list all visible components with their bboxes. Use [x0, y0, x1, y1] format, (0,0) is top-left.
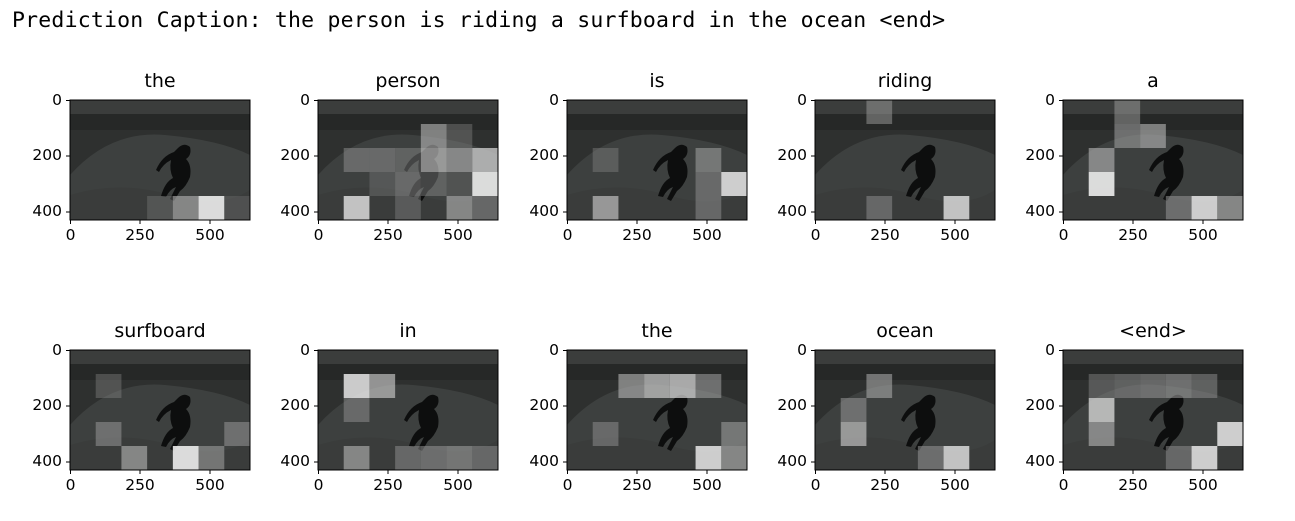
y-tick-label: 400	[529, 202, 559, 220]
attention-heatmap-image	[1059, 349, 1244, 474]
panel-word-title: riding	[877, 70, 933, 92]
y-tick-label: 0	[797, 90, 807, 109]
y-tick-label: 200	[32, 146, 62, 164]
panel-word-title: a	[1147, 70, 1159, 92]
attention-panel: the 0 200 400 0 250 500	[497, 320, 757, 494]
y-tick-label: 200	[529, 396, 559, 414]
x-tick-label: 0	[65, 226, 76, 244]
x-tick-label: 0	[313, 226, 324, 244]
attention-panel: is 0 200 400 0 250 500	[497, 70, 757, 244]
y-tick-label: 400	[280, 452, 310, 470]
attention-heatmap-image	[811, 99, 996, 224]
x-tick-label: 500	[1188, 476, 1218, 494]
x-tick-label: 250	[1118, 476, 1148, 494]
panel-word-title: is	[649, 70, 665, 92]
x-tick-label: 500	[692, 226, 722, 244]
attention-panel: person 0 200 400 0 250 500	[248, 70, 508, 244]
x-tick-label: 500	[443, 476, 473, 494]
y-tick-label: 0	[549, 340, 559, 359]
y-tick-label: 0	[300, 90, 310, 109]
y-tick-label: 400	[32, 202, 62, 220]
x-tick-label: 250	[870, 226, 900, 244]
y-tick-label: 0	[1045, 340, 1055, 359]
y-tick-label: 0	[52, 90, 62, 109]
attention-panel: a 0 200 400 0 250 500	[993, 70, 1253, 244]
attention-panel: ocean 0 200 400 0 250 500	[745, 320, 1005, 494]
x-tick-label: 0	[562, 226, 573, 244]
attention-heatmap-image	[314, 349, 499, 474]
x-tick-label: 250	[125, 476, 155, 494]
y-tick-label: 400	[777, 202, 807, 220]
attention-heatmap-image	[1059, 99, 1244, 224]
panel-word-title: surfboard	[114, 320, 206, 342]
x-tick-label: 250	[373, 476, 403, 494]
panel-word-title: person	[375, 70, 441, 92]
attention-panel: in 0 200 400 0 250 500	[248, 320, 508, 494]
panel-word-title: the	[641, 320, 673, 342]
y-tick-label: 200	[280, 146, 310, 164]
y-tick-label: 0	[52, 340, 62, 359]
y-tick-label: 400	[280, 202, 310, 220]
attention-heatmap-image	[66, 99, 251, 224]
y-tick-label: 200	[777, 146, 807, 164]
y-tick-label: 200	[529, 146, 559, 164]
y-tick-label: 0	[549, 90, 559, 109]
y-tick-label: 400	[32, 452, 62, 470]
x-tick-label: 250	[622, 476, 652, 494]
attention-heatmap-image	[314, 99, 499, 224]
panel-word-title: <end>	[1119, 320, 1187, 342]
x-tick-label: 250	[1118, 226, 1148, 244]
x-tick-label: 500	[195, 476, 225, 494]
y-tick-label: 400	[777, 452, 807, 470]
y-tick-label: 200	[1025, 396, 1055, 414]
attention-panel: the 0 200 400 0 250 500	[0, 70, 260, 244]
x-tick-label: 0	[810, 226, 821, 244]
y-tick-label: 0	[1045, 90, 1055, 109]
y-tick-label: 0	[300, 340, 310, 359]
attention-heatmap-image	[66, 349, 251, 474]
attention-heatmap-image	[563, 99, 748, 224]
x-tick-label: 500	[195, 226, 225, 244]
attention-panel: surfboard 0 200 400 0 250 500	[0, 320, 260, 494]
y-tick-label: 400	[1025, 202, 1055, 220]
x-tick-label: 0	[562, 476, 573, 494]
x-tick-label: 250	[870, 476, 900, 494]
attention-heatmap-image	[811, 349, 996, 474]
attention-panel: riding 0 200 400 0 250 500	[745, 70, 1005, 244]
panel-word-title: in	[399, 320, 417, 342]
x-tick-label: 250	[622, 226, 652, 244]
x-tick-label: 500	[443, 226, 473, 244]
x-tick-label: 0	[810, 476, 821, 494]
panel-word-title: the	[144, 70, 176, 92]
prediction-caption: Prediction Caption: the person is riding…	[12, 8, 946, 33]
x-tick-label: 0	[1058, 226, 1069, 244]
y-tick-label: 200	[777, 396, 807, 414]
panel-word-title: ocean	[876, 320, 934, 342]
y-tick-label: 200	[280, 396, 310, 414]
x-tick-label: 0	[1058, 476, 1069, 494]
y-tick-label: 200	[32, 396, 62, 414]
attention-heatmap-image	[563, 349, 748, 474]
x-tick-label: 500	[1188, 226, 1218, 244]
x-tick-label: 250	[373, 226, 403, 244]
x-tick-label: 250	[125, 226, 155, 244]
x-tick-label: 500	[940, 476, 970, 494]
attention-panel: <end> 0 200 400 0 250 500	[993, 320, 1253, 494]
x-tick-label: 0	[65, 476, 76, 494]
x-tick-label: 500	[940, 226, 970, 244]
y-tick-label: 0	[797, 340, 807, 359]
x-tick-label: 500	[692, 476, 722, 494]
y-tick-label: 400	[529, 452, 559, 470]
x-tick-label: 0	[313, 476, 324, 494]
y-tick-label: 200	[1025, 146, 1055, 164]
y-tick-label: 400	[1025, 452, 1055, 470]
